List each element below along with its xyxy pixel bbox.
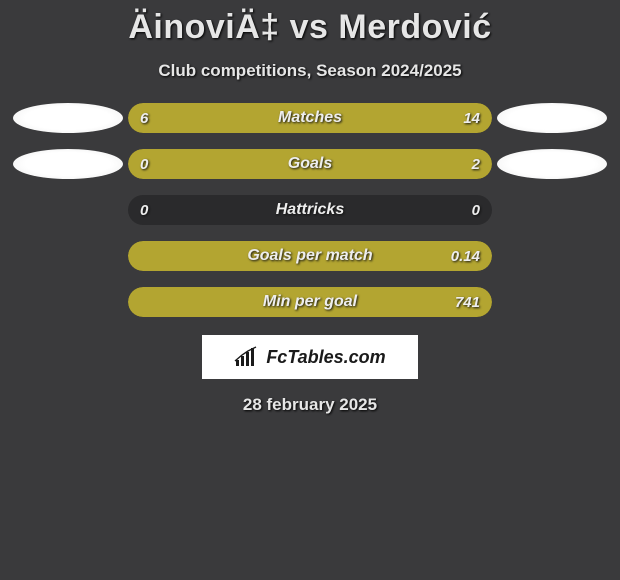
- stat-row: Min per goal741: [8, 287, 612, 317]
- stat-bar: 0Hattricks0: [128, 195, 492, 225]
- stat-row: Goals per match0.14: [8, 241, 612, 271]
- stat-value-left: 0: [140, 149, 148, 179]
- brand-text: FcTables.com: [266, 347, 385, 368]
- stat-label: Hattricks: [128, 195, 492, 225]
- brand-badge[interactable]: FcTables.com: [202, 335, 418, 379]
- player-avatar-placeholder: [13, 103, 123, 133]
- player-avatar-placeholder: [497, 103, 607, 133]
- player-avatar-placeholder: [13, 149, 123, 179]
- stat-value-left: 0: [140, 195, 148, 225]
- right-player-slot: [492, 149, 612, 179]
- stat-bar: 0Goals2: [128, 149, 492, 179]
- stat-row: 0Goals2: [8, 149, 612, 179]
- stat-bar: Goals per match0.14: [128, 241, 492, 271]
- stat-bar: Min per goal741: [128, 287, 492, 317]
- stat-value-right: 0.14: [451, 241, 480, 271]
- stat-value-right: 14: [463, 103, 480, 133]
- player-avatar-placeholder: [497, 149, 607, 179]
- stat-value-right: 741: [455, 287, 480, 317]
- bar-chart-icon: [234, 346, 260, 368]
- left-player-slot: [8, 103, 128, 133]
- stat-bar: 6Matches14: [128, 103, 492, 133]
- comparison-widget: ÄinoviÄ‡ vs Merdović Club competitions, …: [0, 0, 620, 415]
- page-title: ÄinoviÄ‡ vs Merdović: [8, 8, 612, 47]
- stat-value-right: 0: [472, 195, 480, 225]
- stat-row: 6Matches14: [8, 103, 612, 133]
- subtitle: Club competitions, Season 2024/2025: [8, 61, 612, 81]
- date-text: 28 february 2025: [8, 395, 612, 415]
- left-player-slot: [8, 149, 128, 179]
- stat-value-right: 2: [472, 149, 480, 179]
- right-player-slot: [492, 103, 612, 133]
- stat-value-left: 6: [140, 103, 148, 133]
- stat-rows: 6Matches140Goals20Hattricks0Goals per ma…: [8, 103, 612, 317]
- stat-row: 0Hattricks0: [8, 195, 612, 225]
